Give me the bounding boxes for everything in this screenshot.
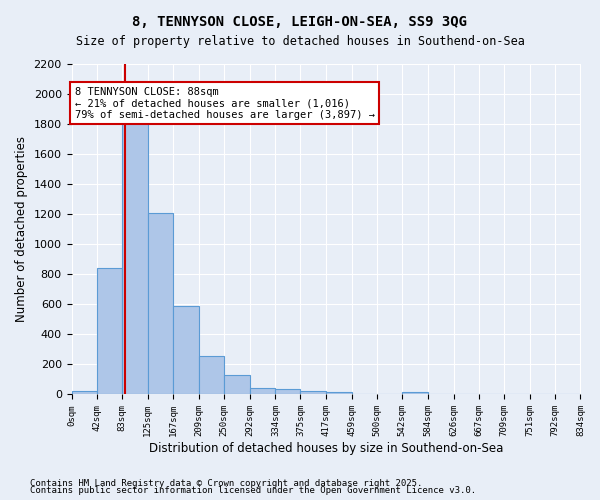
Bar [148,212,173,394]
Bar [275,389,301,394]
Text: Contains HM Land Registry data © Crown copyright and database right 2025.: Contains HM Land Registry data © Crown c… [30,478,422,488]
Bar [97,268,122,394]
Bar [122,121,148,394]
Bar [326,392,352,394]
Text: 8 TENNYSON CLOSE: 88sqm
← 21% of detached houses are smaller (1,016)
79% of semi: 8 TENNYSON CLOSE: 88sqm ← 21% of detache… [74,86,374,120]
Text: Size of property relative to detached houses in Southend-on-Sea: Size of property relative to detached ho… [76,35,524,48]
Y-axis label: Number of detached properties: Number of detached properties [15,136,28,322]
Text: 8, TENNYSON CLOSE, LEIGH-ON-SEA, SS9 3QG: 8, TENNYSON CLOSE, LEIGH-ON-SEA, SS9 3QG [133,15,467,29]
Bar [402,392,428,394]
Text: Contains public sector information licensed under the Open Government Licence v3: Contains public sector information licen… [30,486,476,495]
Bar [250,388,275,394]
Bar [173,306,199,394]
Bar [224,375,250,394]
Bar [199,356,224,395]
Bar [71,390,97,394]
Bar [301,390,326,394]
X-axis label: Distribution of detached houses by size in Southend-on-Sea: Distribution of detached houses by size … [149,442,503,455]
